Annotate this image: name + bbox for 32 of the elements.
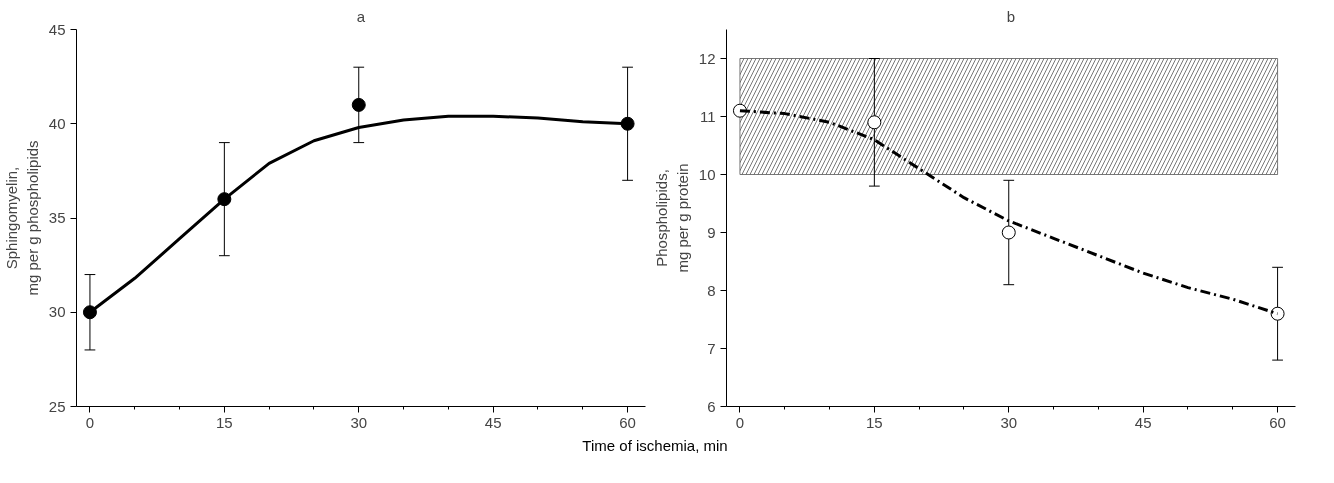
x-tick-label: 60 bbox=[1269, 413, 1286, 431]
y-tick-label: 11 bbox=[699, 107, 716, 125]
point bbox=[1270, 306, 1285, 321]
y-tick-label: 9 bbox=[707, 223, 716, 241]
x-tick-label: 15 bbox=[866, 413, 883, 431]
x-axis-title: Time of ischemia, min bbox=[581, 436, 729, 456]
y-tick-label: 8 bbox=[707, 281, 716, 299]
x-tick-label: 0 bbox=[85, 413, 95, 431]
y-axis-title: Phospholipids, mg per g protein bbox=[653, 163, 691, 273]
chart-title: a bbox=[356, 7, 366, 25]
y-tick-label: 40 bbox=[48, 114, 66, 132]
point bbox=[867, 115, 882, 130]
x-tick-label: 45 bbox=[1134, 413, 1152, 431]
x-tick-label: 45 bbox=[484, 413, 502, 431]
x-tick-label: 0 bbox=[735, 413, 745, 431]
y-tick-label: 10 bbox=[698, 165, 716, 183]
x-tick-label: 30 bbox=[350, 413, 368, 431]
x-tick-label: 15 bbox=[216, 413, 233, 431]
y-tick-label: 7 bbox=[707, 339, 716, 357]
y-tick-label: 6 bbox=[707, 397, 716, 415]
point bbox=[351, 97, 366, 112]
y-tick-label: 35 bbox=[48, 209, 66, 226]
x-tick-label: 60 bbox=[619, 413, 636, 431]
y-tick-label: 30 bbox=[48, 303, 66, 321]
y-tick-label: 45 bbox=[48, 20, 66, 38]
y-tick-label: 25 bbox=[48, 397, 66, 415]
y-axis-title: Sphingomyelin, mg per g phospholipids bbox=[3, 140, 41, 296]
y-tick-label: 12 bbox=[698, 49, 716, 67]
point bbox=[1001, 225, 1016, 240]
chart-title: b bbox=[1006, 7, 1016, 25]
x-tick-label: 30 bbox=[1000, 413, 1018, 431]
point bbox=[82, 305, 97, 320]
